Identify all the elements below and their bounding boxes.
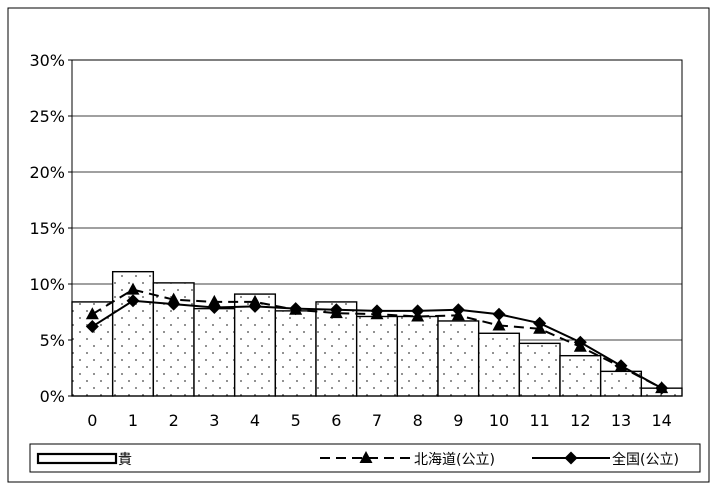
legend-label-bar: 貴 [118, 452, 132, 468]
x-tick-label: 11 [529, 411, 549, 430]
bar [599, 370, 643, 397]
bar [355, 315, 399, 397]
diamond-point [451, 303, 465, 317]
triangle-point [207, 294, 221, 307]
legend-marker-diamond [564, 451, 578, 465]
line-series [85, 282, 669, 395]
y-tick-label: 20% [29, 163, 65, 182]
diamond-point [411, 304, 425, 318]
triangle-point [126, 282, 140, 295]
x-tick-label: 12 [570, 411, 590, 430]
triangle-point [85, 307, 99, 320]
x-tick-label: 14 [651, 411, 671, 430]
x-tick-label: 5 [291, 411, 301, 430]
y-tick-label: 10% [29, 275, 65, 294]
diamond-point [614, 359, 628, 373]
legend-label-hokkaido: 北海道(公立) [414, 452, 495, 468]
diamond-point [207, 301, 221, 315]
diamond-point [329, 303, 343, 317]
legend-swatch-bar [36, 452, 118, 465]
diamond-point [126, 294, 140, 308]
x-tick-label: 13 [611, 411, 631, 430]
diamond-point [655, 381, 669, 395]
legend-marker-triangle [359, 451, 373, 463]
y-tick-label: 15% [29, 219, 65, 238]
diamond-point [573, 335, 587, 349]
x-tick-label: 4 [250, 411, 260, 430]
x-tick-label: 3 [209, 411, 219, 430]
diamond-point [248, 299, 262, 313]
bar [437, 320, 480, 397]
diamond-point [167, 297, 181, 311]
axes: 0%5%10%15%20%25%30%0 1 2 3 4 5 6 7 8 9 10 11 12 13 14 [29, 51, 671, 430]
diamond-point [370, 304, 384, 318]
y-tick-label: 30% [29, 51, 65, 70]
diamond-point [492, 307, 506, 321]
bar [396, 315, 439, 397]
bar [559, 354, 602, 397]
bar [274, 310, 317, 397]
diamond-point [289, 302, 303, 316]
bar [518, 342, 561, 397]
x-tick-label: 2 [169, 411, 179, 430]
x-tick-label: 1 [128, 411, 138, 430]
bar [477, 332, 521, 397]
x-tick-label: 9 [453, 411, 463, 430]
x-tick-label: 6 [331, 411, 341, 430]
y-tick-label: 0% [40, 387, 65, 406]
x-tick-label: 0 [87, 411, 97, 430]
y-tick-label: 25% [29, 107, 65, 126]
x-tick-label: 10 [489, 411, 509, 430]
triangle-point [492, 318, 506, 331]
x-tick-label: 8 [413, 411, 423, 430]
x-tick-label: 7 [372, 411, 382, 430]
y-tick-label: 5% [40, 331, 65, 350]
legend-label-national: 全国(公立) [612, 451, 679, 468]
diamond-point [533, 316, 547, 330]
bar [193, 307, 236, 397]
diamond-point [85, 320, 99, 334]
legend: 貴 北海道(公立) 全国(公立) [36, 451, 679, 468]
